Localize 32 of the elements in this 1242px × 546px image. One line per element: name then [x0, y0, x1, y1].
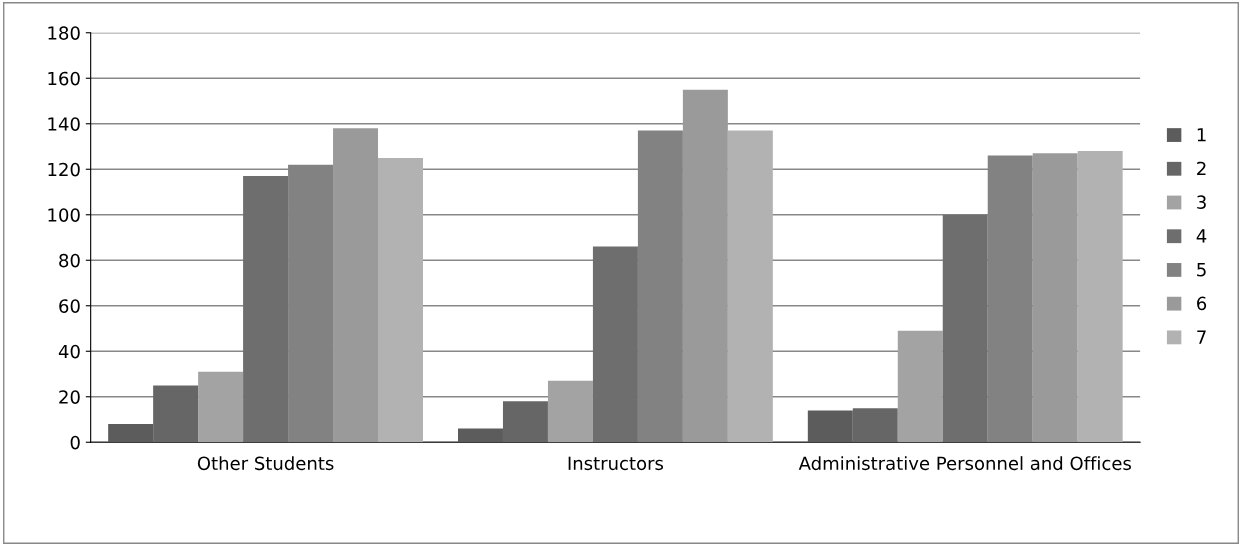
bar [243, 176, 289, 443]
bar [682, 89, 728, 443]
legend-label: 5 [1197, 263, 1206, 277]
legend-label: 7 [1197, 330, 1206, 344]
bar [727, 130, 773, 443]
bar [1032, 153, 1078, 443]
legend-label: 1 [1197, 128, 1206, 142]
bar [333, 128, 379, 443]
y-tick-label: 140 [48, 117, 80, 131]
x-tick-label: Instructors [568, 456, 664, 471]
y-tick-label: 180 [48, 26, 80, 40]
bar [1077, 151, 1123, 443]
bar [547, 380, 593, 443]
legend-label: 2 [1197, 161, 1206, 176]
x-tick-label: Other Students [197, 456, 334, 471]
y-tick-label: 20 [59, 390, 80, 404]
legend-label: 3 [1197, 195, 1206, 210]
bar [198, 371, 244, 443]
bar [592, 246, 638, 443]
x-tick-label: Administrative Personnel and Offices [798, 456, 1131, 471]
bar [378, 157, 423, 443]
bar [897, 330, 943, 443]
bar [942, 214, 988, 443]
y-tick-label: 120 [48, 162, 80, 177]
legend-label: 4 [1196, 229, 1207, 243]
y-tick-label: 0 [70, 435, 80, 450]
y-tick-label: 100 [48, 208, 80, 222]
y-tick-label: 60 [59, 299, 80, 313]
y-tick-label: 40 [58, 344, 80, 359]
y-tick-label: 80 [59, 253, 80, 268]
y-tick-label: 160 [48, 71, 80, 86]
legend-label: 6 [1197, 296, 1207, 311]
